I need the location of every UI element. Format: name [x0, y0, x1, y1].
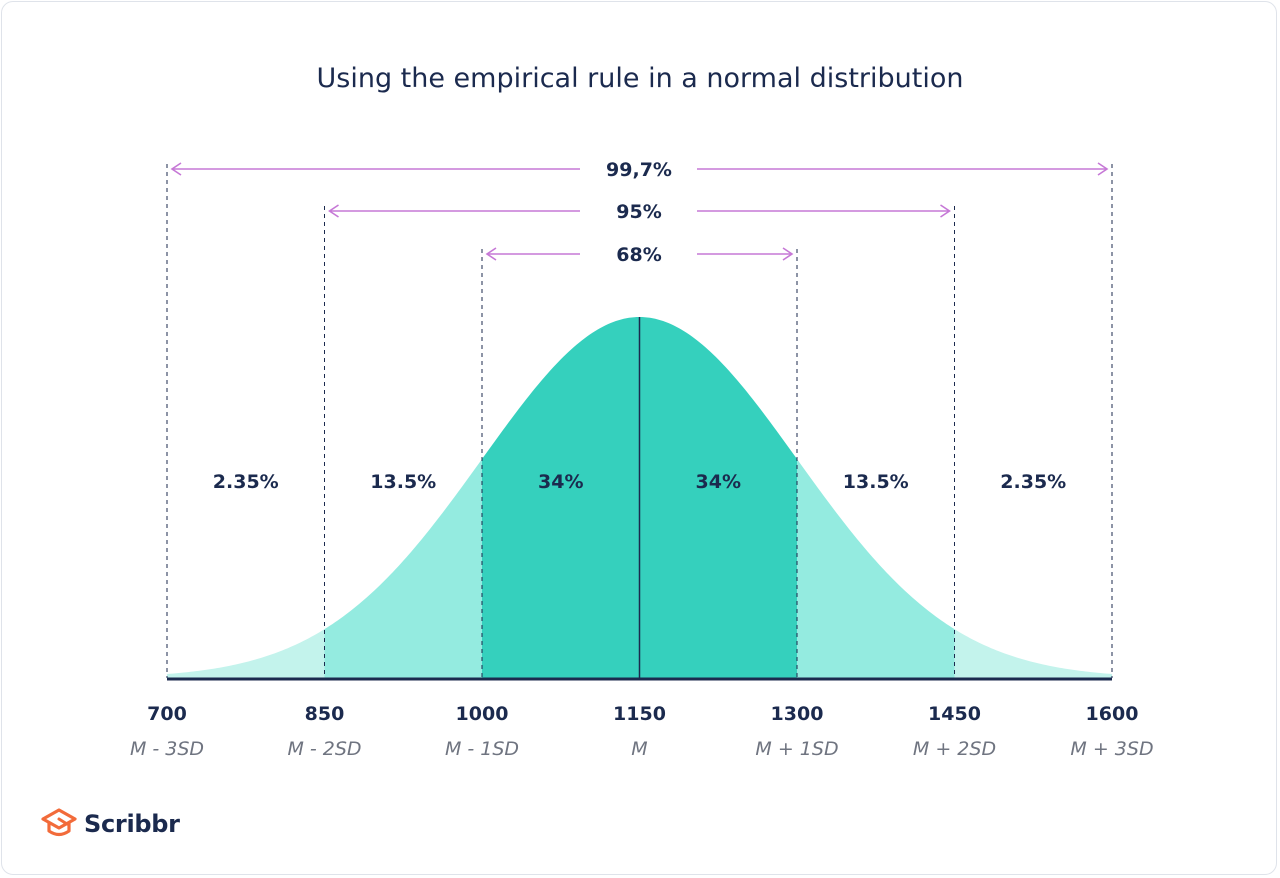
- tick-label: 1600: [1086, 703, 1139, 725]
- range-label: 95%: [616, 201, 661, 223]
- tick-label: 1150: [613, 703, 666, 725]
- tick-sublabel: M: [631, 738, 647, 760]
- tick-sublabel: M - 1SD: [445, 738, 519, 760]
- chart-title: Using the empirical rule in a normal dis…: [317, 63, 964, 94]
- x-axis-ticks: 700 M - 3SD 850 M - 2SD 1000 M - 1SD 1150 M 1300…: [130, 703, 1154, 760]
- tick-sublabel: M + 3SD: [1070, 738, 1153, 760]
- tick-label: 700: [147, 703, 187, 725]
- brand-name: Scribbr: [84, 810, 180, 838]
- segment-area-6: [954, 629, 1112, 678]
- tick-label: 1450: [928, 703, 981, 725]
- tick-sublabel: M - 3SD: [130, 738, 204, 760]
- arrowhead-right: [1097, 162, 1109, 176]
- tick-sublabel: M + 2SD: [913, 738, 996, 760]
- segment-label: 2.35%: [1000, 471, 1066, 493]
- segment-label: 34%: [538, 471, 583, 493]
- segment-area-3: [482, 317, 640, 678]
- arrowhead-left: [170, 162, 182, 176]
- curve-areas: [167, 317, 1112, 681]
- tick-sublabel: M + 1SD: [755, 738, 838, 760]
- arrowhead-left: [485, 247, 497, 261]
- segment-label: 34%: [696, 471, 741, 493]
- arrowhead-left: [328, 204, 339, 218]
- tick-sublabel: M - 2SD: [287, 738, 361, 760]
- segment-area-5: [797, 459, 955, 678]
- segment-area-4: [639, 317, 797, 678]
- graduation-cap-icon: [41, 808, 77, 837]
- segment-label: 2.35%: [213, 471, 279, 493]
- arrowhead-right: [940, 204, 951, 218]
- segment-label: 13.5%: [843, 471, 909, 493]
- tick-label: 1300: [771, 703, 824, 725]
- tick-label: 850: [305, 703, 345, 725]
- segment-area-2: [324, 459, 482, 678]
- range-label: 99,7%: [606, 159, 672, 181]
- tick-label: 1000: [456, 703, 509, 725]
- segment-labels: 2.35% 13.5% 34% 34% 13.5% 2.35%: [213, 471, 1066, 493]
- segment-label: 13.5%: [370, 471, 436, 493]
- arrowhead-right: [782, 247, 794, 261]
- guide-lines: [166, 164, 1113, 678]
- range-arrows: 99,7% 95% 68%: [170, 159, 1109, 266]
- range-label: 68%: [616, 244, 661, 266]
- scribbr-logo: Scribbr: [40, 804, 180, 844]
- segment-area-1: [167, 629, 325, 678]
